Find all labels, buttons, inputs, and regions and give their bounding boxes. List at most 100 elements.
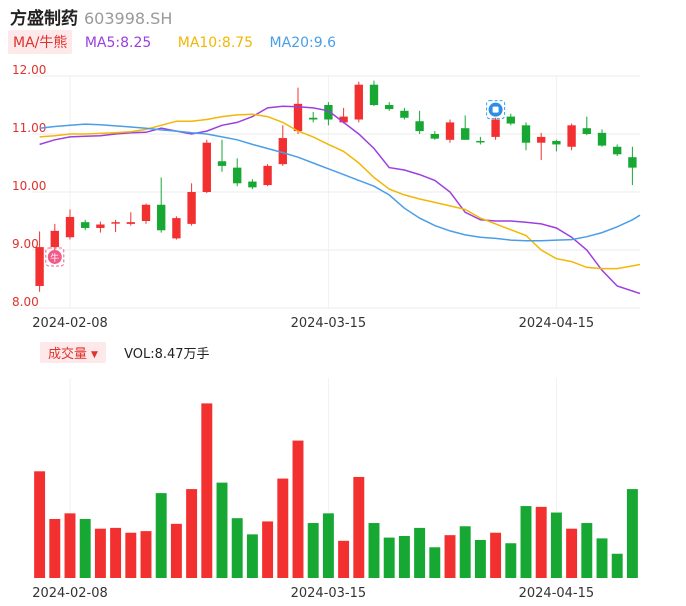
volume-bar xyxy=(444,535,456,578)
candle-body xyxy=(187,192,196,224)
price-tick-label: 11.00 xyxy=(12,121,46,135)
candle-body xyxy=(385,105,394,110)
stock-name: 方盛制药 xyxy=(10,9,78,29)
candle-body xyxy=(597,132,607,146)
ma20-legend: MA20:9.6 xyxy=(269,35,336,51)
candle-body xyxy=(293,103,303,132)
volume-bar xyxy=(459,526,471,578)
candle-body xyxy=(506,116,515,124)
bear-marker-glyph xyxy=(492,106,499,113)
volume-bar xyxy=(155,493,167,578)
volume-bar xyxy=(383,537,395,578)
price-tick-label: 10.00 xyxy=(12,179,46,193)
volume-bar xyxy=(581,523,593,578)
price-tick-label: 8.00 xyxy=(12,295,39,309)
candle-body xyxy=(339,116,348,123)
volume-bar xyxy=(520,506,532,578)
volume-bar xyxy=(338,540,350,578)
price-tick-label: 9.00 xyxy=(12,237,39,251)
volume-bar xyxy=(429,547,441,578)
volume-bar xyxy=(307,523,319,578)
candle-body xyxy=(537,136,546,143)
candle-body xyxy=(202,142,211,192)
volume-value: VOL:8.47万手 xyxy=(124,347,210,362)
candle-body xyxy=(369,84,379,105)
candle-body xyxy=(628,157,637,168)
bull-marker-glyph: 牛 xyxy=(50,252,59,264)
bull-marker-icon: 牛 xyxy=(45,247,65,267)
candle-body xyxy=(96,224,105,228)
caret-down-icon: ▼ xyxy=(91,349,98,360)
candle-body xyxy=(476,140,485,143)
ma-legend: MA/牛熊 MA5:8.25 MA10:8.75 MA20:9.6 xyxy=(8,30,336,54)
ma5-line xyxy=(39,105,641,295)
volume-date-label: 2024-03-15 xyxy=(291,586,367,601)
volume-bar xyxy=(368,523,380,578)
volume-bar xyxy=(292,440,304,578)
candle-body xyxy=(65,216,75,238)
stock-header: 方盛制药 603998.SH xyxy=(10,4,173,29)
volume-bar xyxy=(170,523,182,578)
candle-body xyxy=(278,138,287,165)
volume-bar xyxy=(611,553,623,578)
candle-body xyxy=(491,119,500,137)
volume-legend: 成交量 ▼ VOL:8.47万手 xyxy=(40,342,210,363)
candle-body xyxy=(582,128,591,134)
volume-bar xyxy=(231,518,243,578)
candle-body xyxy=(354,84,363,120)
candle-body xyxy=(324,105,333,120)
stock-code: 603998.SH xyxy=(84,9,173,28)
volume-bar xyxy=(64,513,76,578)
candle-body xyxy=(430,134,439,139)
price-tick-label: 12.00 xyxy=(12,63,46,77)
candle-body xyxy=(461,128,470,140)
candle-body xyxy=(141,204,151,221)
candle-body xyxy=(263,165,272,186)
bull-marker-badge xyxy=(47,249,62,264)
ma5-legend: MA5:8.25 xyxy=(84,35,152,51)
candle-body xyxy=(309,117,318,120)
candle-body xyxy=(445,122,455,140)
candle-body xyxy=(248,181,257,188)
candle-body xyxy=(415,121,424,132)
candle-body xyxy=(50,230,59,248)
ma10-line xyxy=(39,113,641,270)
volume-bar xyxy=(490,532,502,578)
candle-body xyxy=(217,161,227,166)
volume-bar xyxy=(398,535,410,578)
volume-bar xyxy=(414,527,426,578)
volume-bar xyxy=(94,528,106,578)
candle-body xyxy=(157,204,166,231)
volume-bar xyxy=(505,543,517,578)
ma-indicator-tab[interactable]: MA/牛熊 xyxy=(8,30,73,54)
candle-body xyxy=(111,222,120,224)
candle-body xyxy=(233,167,242,184)
volume-bar xyxy=(49,518,61,578)
volume-bar xyxy=(535,506,547,578)
candle-body xyxy=(567,125,576,147)
price-date-label: 2024-02-08 xyxy=(32,316,108,331)
candle-body xyxy=(613,146,622,155)
bear-marker-icon xyxy=(486,100,506,120)
candle-body xyxy=(552,140,561,145)
volume-bar xyxy=(34,471,46,578)
volume-bar xyxy=(186,489,198,578)
candle-body xyxy=(35,247,44,286)
volume-bar xyxy=(596,538,608,578)
volume-bar xyxy=(262,521,274,578)
candle-body xyxy=(172,218,181,239)
price-date-label: 2024-04-15 xyxy=(519,316,595,331)
volume-indicator-dropdown[interactable]: 成交量 ▼ xyxy=(40,342,106,363)
candle-body xyxy=(81,222,90,228)
bear-marker-frame xyxy=(486,100,506,120)
volume-bar xyxy=(140,531,152,578)
candle-body xyxy=(126,222,135,224)
volume-bar xyxy=(566,528,578,578)
candle-body xyxy=(521,125,531,143)
volume-indicator-label: 成交量 xyxy=(48,347,88,362)
volume-bar xyxy=(125,532,137,578)
volume-bar xyxy=(79,518,91,578)
bull-marker-frame xyxy=(45,247,65,267)
volume-bar xyxy=(110,527,122,578)
